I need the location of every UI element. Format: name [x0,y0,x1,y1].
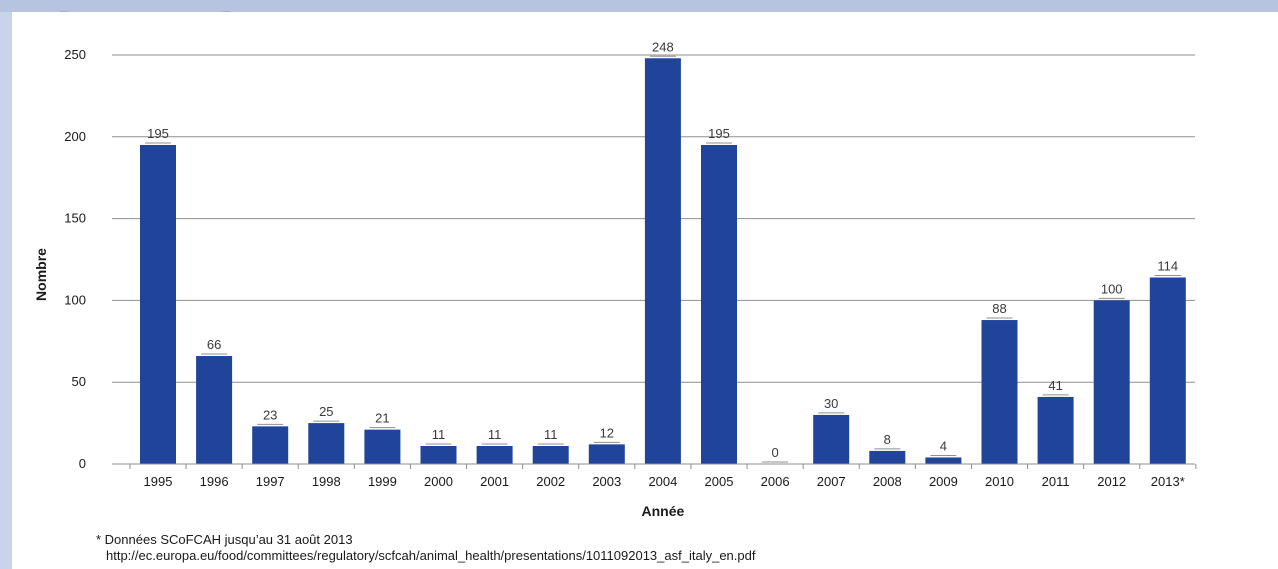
x-tick-label: 2001 [480,474,509,489]
value-label: 23 [263,407,277,422]
x-tick-label: 2005 [705,474,734,489]
value-label: 66 [207,337,221,352]
value-label: 88 [992,301,1006,316]
x-axis-ticks: 1995 1996 1997 1998 1999 2000 2001 2002 2003 2004… [129,464,1197,489]
value-label: 12 [600,425,614,440]
bar [1037,396,1074,464]
footnote-url: http://ec.europa.eu/food/committees/regu… [106,548,756,563]
y-tick-label: 200 [64,129,86,144]
value-label: 114 [1157,258,1178,273]
y-axis-ticks: 0 50 100 150 200 250 [64,47,86,471]
value-label: 25 [319,404,333,419]
value-label: 41 [1048,378,1062,393]
bar [420,446,457,464]
value-label: 195 [147,126,169,141]
footnote: * Données SCoFCAH jusqu’au 31 août 2013 … [96,532,755,564]
x-tick-label: 1999 [368,474,397,489]
bar [196,356,233,464]
x-tick-label: 2007 [817,474,846,489]
value-label: 248 [652,39,674,54]
y-tick-label: 0 [79,456,86,471]
x-axis-title: Année [642,503,685,519]
x-tick-label: 2004 [648,474,677,489]
bar [140,144,176,465]
bar [981,320,1018,464]
x-tick-label: 2010 [985,474,1014,489]
value-label: 11 [432,427,446,442]
bar [364,429,401,464]
bar [308,423,345,464]
value-label: 30 [824,396,838,411]
x-tick-label: 2013* [1151,474,1185,489]
x-tick-label: 1997 [256,474,285,489]
y-tick-label: 50 [72,374,86,389]
value-label: 0 [771,445,778,460]
x-tick-label: 1996 [200,474,229,489]
footnote-source-text: * Données SCoFCAH jusqu’au 31 août 2013 [96,532,353,547]
x-tick-label: 2000 [424,474,453,489]
x-tick-label: 2003 [592,474,621,489]
value-label: 11 [488,427,502,442]
x-tick-label: 2006 [761,474,790,489]
y-tick-label: 150 [64,211,86,226]
bar [701,144,737,465]
chart-panel: 0 50 100 150 200 250 195 66 23 25 21 11 11 11 12 248 19… [12,12,1278,569]
x-tick-label: 2012 [1097,474,1126,489]
x-tick-label: 2002 [536,474,565,489]
value-label: 100 [1101,281,1123,296]
x-tick-label: 2009 [929,474,958,489]
value-label: 21 [375,411,389,426]
bars [140,58,1186,465]
x-tick-label: 2011 [1042,474,1070,489]
bar [813,414,850,464]
y-tick-label: 250 [64,47,86,62]
bar [869,450,906,464]
bar [925,457,962,464]
bar [252,426,289,464]
bar [476,446,513,464]
bar [644,58,681,464]
value-label: 11 [544,427,558,442]
y-tick-label: 100 [64,292,86,307]
value-label: 8 [884,432,891,447]
bar [588,444,625,464]
x-tick-label: 1995 [144,474,173,489]
bar [1149,277,1186,464]
x-tick-label: 1998 [312,474,341,489]
y-axis-title: Nombre [33,248,49,301]
value-label: 4 [940,438,947,453]
x-tick-label: 2008 [873,474,902,489]
bar [532,446,569,464]
value-labels: 195 66 23 25 21 11 11 11 12 248 195 0 30 8 4 88 41 100 114 [145,39,1181,463]
value-label: 195 [708,126,730,141]
bar [1093,300,1130,464]
